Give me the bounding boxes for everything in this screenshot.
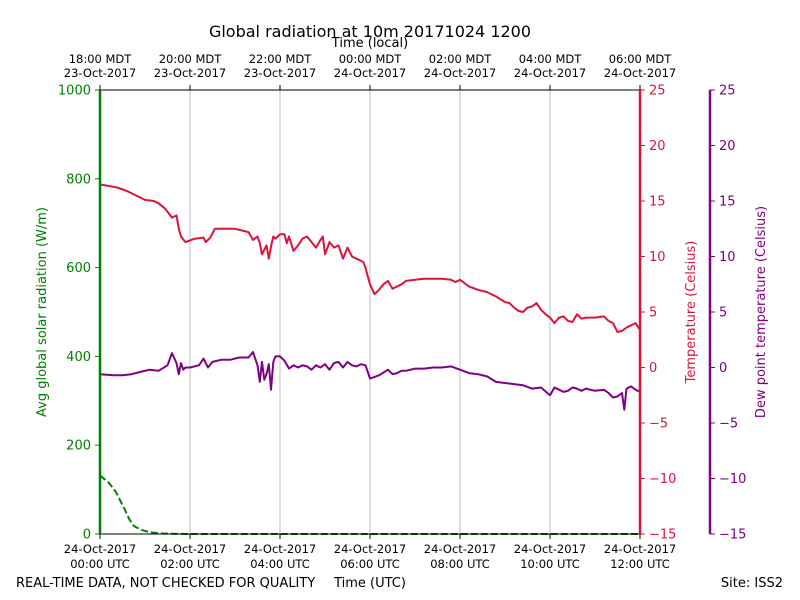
bottom-tick-date: 24-Oct-2017 [64,542,136,556]
bottom-tick-date: 24-Oct-2017 [604,542,676,556]
top-tick-date: 23-Oct-2017 [154,66,226,80]
bottom-tick-date: 24-Oct-2017 [334,542,406,556]
temperature-tick-label: 15 [649,195,666,210]
top-tick-date: 24-Oct-2017 [604,66,676,80]
left-tick-label: 600 [66,261,91,276]
left-tick-label: 200 [66,439,91,454]
temperature-tick-label: 25 [649,84,666,99]
temperature-tick-label: −15 [649,528,676,543]
bottom-tick-time: 00:00 UTC [70,557,130,571]
temperature-tick-label: −10 [649,472,676,487]
temperature-tick-label: 20 [649,139,666,154]
top-tick-date: 24-Oct-2017 [514,66,586,80]
top-axis-label: Time (local) [331,36,408,51]
dewpoint-tick-label: 5 [719,306,727,321]
bottom-tick-time: 12:00 UTC [610,557,670,571]
dewpoint-tick-label: 25 [719,84,736,99]
dewpoint-tick-label: 20 [719,139,736,154]
dewpoint-tick-label: −5 [719,417,738,432]
top-tick-date: 23-Oct-2017 [64,66,136,80]
temperature-axis-label: Temperature (Celsius) [684,241,699,385]
site-label: Site: ISS2 [721,576,783,591]
left-axis-label: Avg global solar radiation (W/m) [35,207,50,417]
bottom-tick-time: 08:00 UTC [430,557,490,571]
quality-note: REAL-TIME DATA, NOT CHECKED FOR QUALITY [16,576,315,591]
temperature-axis-ticks: −15 −10 −5 0 5 10 15 20 25 [640,84,676,543]
dewpoint-tick-label: −15 [719,528,746,543]
bottom-tick-date: 24-Oct-2017 [154,542,226,556]
left-tick-label: 0 [83,528,91,543]
left-axis-ticks: 0 200 400 600 800 1000 [58,84,100,543]
dewpoint-tick-label: 10 [719,250,736,265]
dewpoint-tick-label: 15 [719,195,736,210]
temperature-tick-label: 5 [649,306,657,321]
temperature-tick-label: −5 [649,417,668,432]
top-tick-date: 23-Oct-2017 [244,66,316,80]
temperature-tick-label: 0 [649,361,657,376]
dewpoint-axis-label: Dew point temperature (Celsius) [754,206,769,418]
series-line-temperature [99,183,641,333]
series-line-dew-point-temperature [99,351,641,411]
top-tick-time: 20:00 MDT [159,52,223,66]
bottom-tick-date: 24-Oct-2017 [244,542,316,556]
temperature-tick-label: 10 [649,250,666,265]
top-tick-time: 18:00 MDT [69,52,133,66]
bottom-tick-time: 02:00 UTC [160,557,220,571]
top-tick-time: 04:00 MDT [519,52,583,66]
top-tick-time: 06:00 MDT [609,52,673,66]
bottom-tick-date: 24-Oct-2017 [424,542,496,556]
bottom-tick-time: 06:00 UTC [340,557,400,571]
grid-lines [189,90,551,534]
top-tick-date: 24-Oct-2017 [334,66,406,80]
bottom-tick-date: 24-Oct-2017 [514,542,586,556]
dewpoint-tick-label: −10 [719,472,746,487]
left-tick-label: 800 [66,172,91,187]
left-tick-label: 1000 [58,84,91,99]
bottom-tick-time: 04:00 UTC [250,557,310,571]
x-axis-label: Time (UTC) [333,576,406,591]
top-tick-time: 00:00 MDT [339,52,403,66]
bottom-tick-time: 10:00 UTC [520,557,580,571]
chart-title: Global radiation at 10m 20171024 1200 [209,22,531,41]
top-tick-time: 02:00 MDT [429,52,493,66]
left-tick-label: 400 [66,350,91,365]
top-tick-date: 24-Oct-2017 [424,66,496,80]
top-tick-time: 22:00 MDT [249,52,313,66]
dewpoint-axis-ticks: −15 −10 −5 0 5 10 15 20 25 [710,84,746,543]
dewpoint-tick-label: 0 [719,361,727,376]
